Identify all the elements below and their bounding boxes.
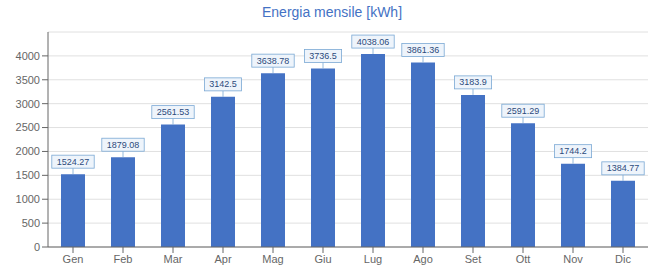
- svg-text:2561.53: 2561.53: [157, 107, 190, 117]
- svg-text:3736.5: 3736.5: [309, 51, 337, 61]
- svg-text:Gen: Gen: [63, 253, 84, 265]
- svg-text:4000: 4000: [16, 50, 40, 62]
- svg-text:Lug: Lug: [364, 253, 382, 265]
- svg-text:3000: 3000: [16, 98, 40, 110]
- svg-text:1879.08: 1879.08: [107, 140, 140, 150]
- svg-text:2500: 2500: [16, 121, 40, 133]
- svg-text:Feb: Feb: [114, 253, 133, 265]
- svg-text:1384.77: 1384.77: [607, 163, 640, 173]
- svg-text:Set: Set: [465, 253, 482, 265]
- svg-text:500: 500: [22, 217, 40, 229]
- svg-text:1744.2: 1744.2: [559, 146, 587, 156]
- svg-text:Mar: Mar: [164, 253, 183, 265]
- svg-text:0: 0: [34, 241, 40, 253]
- svg-text:3183.9: 3183.9: [459, 77, 487, 87]
- svg-text:1000: 1000: [16, 193, 40, 205]
- svg-text:Nov: Nov: [563, 253, 583, 265]
- svg-text:Mag: Mag: [262, 253, 283, 265]
- svg-text:2000: 2000: [16, 145, 40, 157]
- svg-text:3142.5: 3142.5: [209, 79, 237, 89]
- svg-text:3638.78: 3638.78: [257, 56, 290, 66]
- svg-text:4038.06: 4038.06: [357, 37, 390, 47]
- html-text:Energia mensile [kWh]: Energia mensile [kWh]: [262, 4, 402, 20]
- svg-text:Apr: Apr: [214, 253, 231, 265]
- svg-text:2591.29: 2591.29: [507, 106, 540, 116]
- svg-text:1524.27: 1524.27: [57, 157, 90, 167]
- svg-text:3861.36: 3861.36: [407, 45, 440, 55]
- svg-text:3500: 3500: [16, 74, 40, 86]
- svg-text:Giu: Giu: [314, 253, 331, 265]
- svg-text:Ago: Ago: [413, 253, 433, 265]
- svg-text:Ott: Ott: [516, 253, 531, 265]
- svg-text:1500: 1500: [16, 169, 40, 181]
- svg-text:Dic: Dic: [615, 253, 631, 265]
